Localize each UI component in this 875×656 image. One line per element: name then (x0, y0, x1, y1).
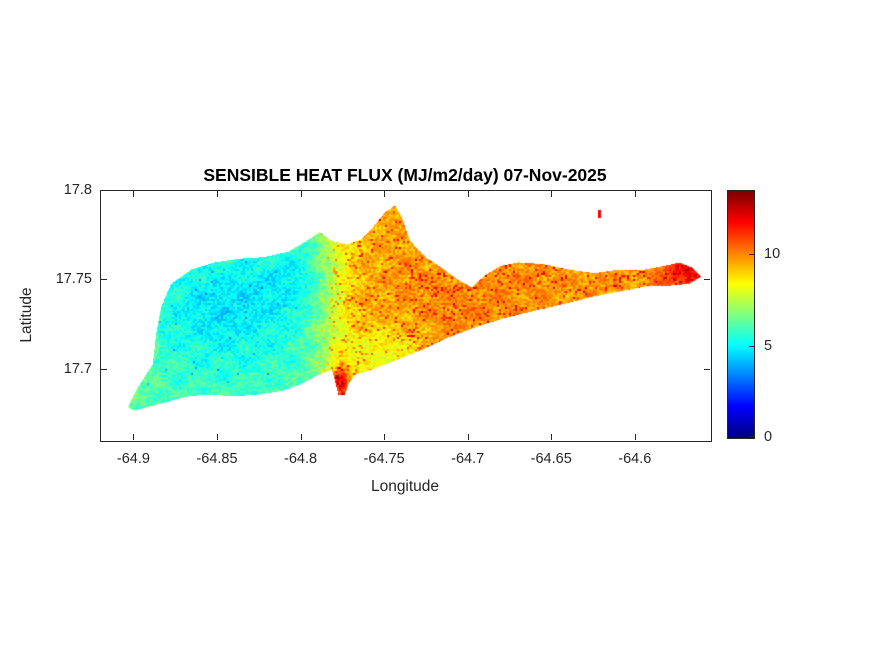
y-tick-mark (704, 369, 710, 370)
y-tick-label: 17.7 (63, 360, 92, 377)
y-tick-label: 17.75 (55, 271, 92, 288)
x-tick-mark (468, 434, 469, 440)
x-tick-mark (301, 191, 302, 197)
colorbar-canvas (728, 191, 754, 438)
colorbar-tick-label: 0 (764, 429, 773, 445)
x-tick-mark (384, 191, 385, 197)
y-tick-mark (704, 190, 710, 191)
x-tick-label: -64.7 (451, 451, 485, 467)
plot-area (100, 190, 712, 442)
x-tick-mark (551, 191, 552, 197)
x-tick-mark (468, 191, 469, 197)
y-axis-label: Latitude (18, 287, 35, 343)
colorbar-tick-label: 5 (764, 337, 773, 354)
x-tick-mark (217, 191, 218, 197)
x-tick-label: -64.85 (196, 451, 238, 467)
x-tick-mark (635, 434, 636, 440)
colorbar-tick-mark (749, 254, 754, 255)
colorbar-tick-mark (749, 436, 754, 437)
x-tick-mark (217, 434, 218, 440)
x-tick-label: -64.75 (363, 451, 405, 467)
colorbar-tick-label: 10 (764, 246, 781, 263)
y-tick-mark (101, 279, 107, 280)
x-tick-mark (635, 191, 636, 197)
colorbar-tick-mark (749, 346, 754, 347)
x-tick-mark (133, 434, 134, 440)
x-tick-label: -64.65 (530, 451, 572, 467)
x-tick-mark (551, 434, 552, 440)
x-tick-mark (384, 434, 385, 440)
y-tick-mark (704, 279, 710, 280)
x-tick-label: -64.8 (284, 451, 318, 467)
x-tick-mark (301, 434, 302, 440)
x-tick-mark (133, 191, 134, 197)
colorbar (727, 190, 755, 439)
x-axis-label: Longitude (370, 478, 440, 495)
x-tick-label: -64.6 (618, 451, 652, 467)
y-tick-label: 17.8 (63, 182, 92, 198)
chart-title: SENSIBLE HEAT FLUX (MJ/m2/day) 07-Nov-20… (203, 165, 607, 185)
y-tick-mark (101, 369, 107, 370)
heatmap-canvas (101, 191, 711, 441)
x-tick-label: -64.9 (116, 451, 150, 467)
y-tick-mark (101, 190, 107, 191)
